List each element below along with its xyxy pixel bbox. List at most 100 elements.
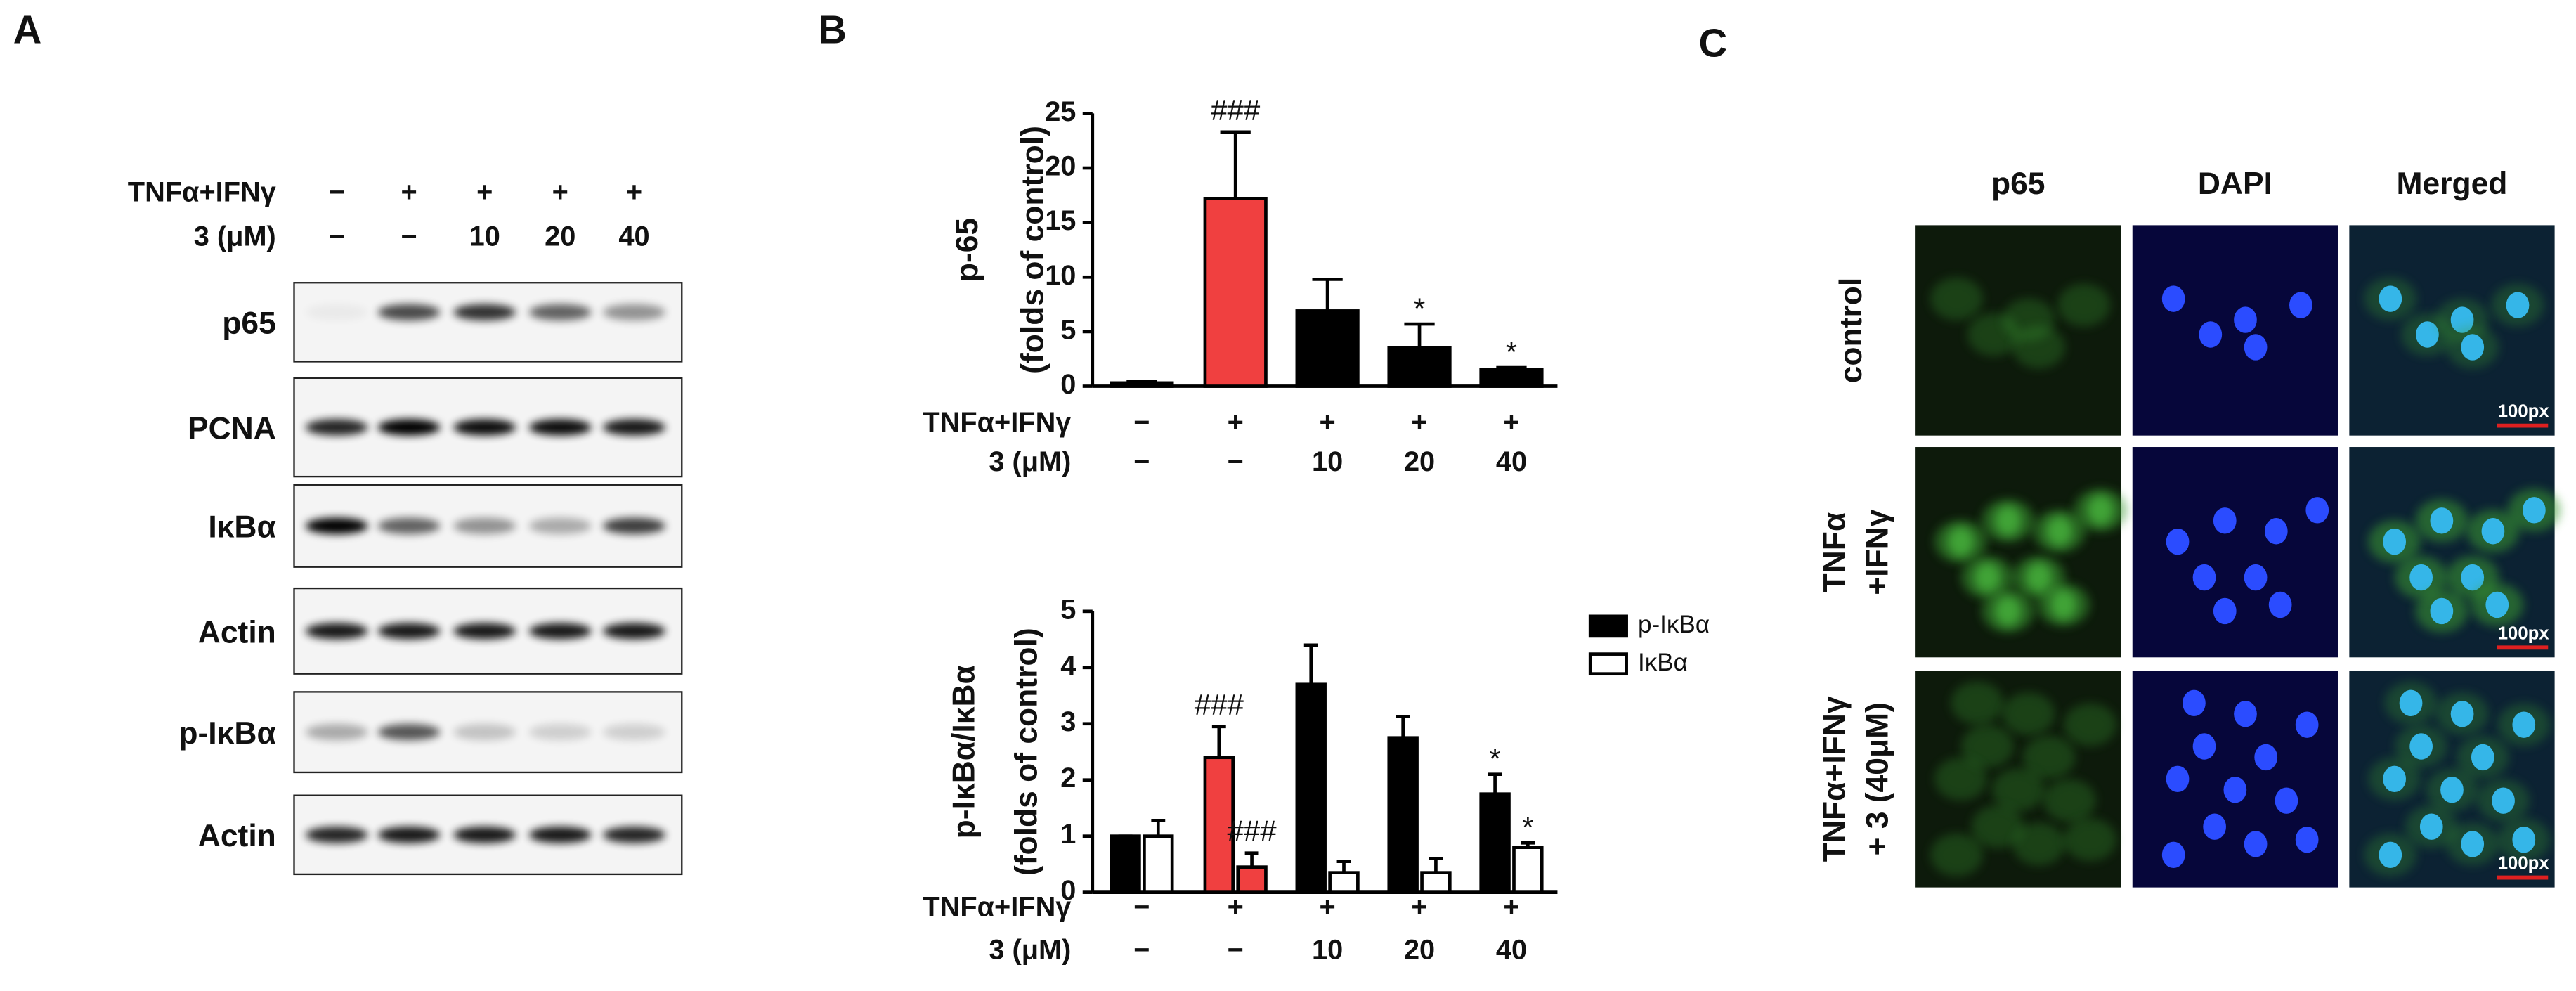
- nuclear-signal: [1947, 526, 1975, 557]
- cytoplasm: [2064, 703, 2116, 746]
- blot-row-label: PCNA: [188, 411, 276, 446]
- significance-mark: *: [1414, 292, 1425, 325]
- nucleus: [2430, 507, 2454, 534]
- x-tick-label: −: [1133, 934, 1150, 965]
- y-tick-label: 5: [1060, 314, 1076, 345]
- blot-row-label: IκBα: [208, 510, 275, 545]
- bar: [1387, 346, 1452, 388]
- nucleus: [2268, 591, 2292, 618]
- nuclear-signal: [2045, 516, 2073, 546]
- nucleus: [2166, 528, 2190, 555]
- x-tick-label: −: [1133, 446, 1150, 477]
- panel-label: A: [13, 8, 42, 52]
- panel-label: B: [818, 8, 847, 52]
- cytoplasm: [2057, 283, 2111, 327]
- blot-band: [528, 723, 592, 741]
- nucleus: [2492, 787, 2515, 814]
- y-tick-label: 2: [1060, 763, 1076, 794]
- row-label: TNFα: [1818, 512, 1852, 592]
- blot-strip: [293, 282, 683, 363]
- nucleus: [2161, 841, 2185, 869]
- nucleus: [2244, 831, 2268, 857]
- x-tick-label: −: [1228, 934, 1244, 965]
- nucleus: [2450, 701, 2474, 727]
- x-tick-label: +: [1503, 892, 1519, 923]
- nucleus: [2254, 744, 2278, 771]
- nucleus: [2512, 711, 2536, 738]
- blot-band: [603, 304, 665, 321]
- blot-row-label: p65: [222, 306, 276, 341]
- blot-band: [377, 419, 441, 436]
- nucleus: [2416, 321, 2439, 348]
- blot-band: [528, 623, 592, 640]
- blot-band: [528, 304, 592, 321]
- blot-band: [305, 623, 368, 640]
- y-tick-label: 15: [1045, 205, 1076, 236]
- treatment-label: TNFα+IFNγ: [128, 176, 276, 207]
- row-label: +IFNγ: [1860, 509, 1894, 595]
- blot-band: [453, 623, 516, 640]
- blot-panel: TNFα+IFNγ − + + + +3 (μM) − − 10 20 40 p65 PCNA IκBα A…: [128, 176, 683, 876]
- bar: [1203, 197, 1268, 388]
- x-tick-label: 10: [1312, 446, 1343, 477]
- nucleus: [2409, 564, 2433, 591]
- blot-row-label: p-IκBα: [178, 716, 275, 751]
- row-label: + 3 (40μM): [1860, 702, 1894, 855]
- microscopy-panel: p65 DAPI Merged 100px control 100px TNFα +IFNγ 1…: [1818, 167, 2561, 888]
- treatment-value: 10: [469, 221, 500, 252]
- nucleus: [2192, 733, 2216, 760]
- y-axis-label: (folds of control): [1016, 126, 1050, 374]
- blot-band: [453, 517, 516, 534]
- cytoplasm: [1960, 725, 2014, 768]
- legend-label: p-IκBα: [1638, 611, 1710, 638]
- nucleus: [2461, 564, 2485, 591]
- nuclear-signal: [2087, 495, 2114, 525]
- y-tick-label: 10: [1045, 260, 1076, 291]
- nucleus: [2461, 334, 2485, 361]
- x-tick-label: 10: [1312, 934, 1343, 965]
- significance-mark: ###: [1195, 688, 1244, 721]
- x-row-label: 3 (μM): [989, 446, 1071, 477]
- nucleus: [2234, 306, 2257, 333]
- bar: [1295, 682, 1327, 894]
- x-tick-label: −: [1228, 446, 1244, 477]
- legend-swatch: [1588, 652, 1628, 676]
- blot-band: [305, 827, 368, 843]
- cytoplasm: [1930, 277, 1983, 320]
- treatment-value: +: [401, 176, 417, 207]
- blot-band: [377, 827, 441, 843]
- nucleus: [2512, 827, 2536, 853]
- x-tick-label: +: [1228, 407, 1244, 438]
- treatment-value: +: [626, 176, 642, 207]
- y-tick-label: 3: [1060, 706, 1076, 737]
- nucleus: [2166, 765, 2190, 793]
- row-label: control: [1834, 278, 1868, 383]
- cytoplasm: [2022, 736, 2076, 779]
- bar: [1512, 846, 1544, 894]
- treatment-value: −: [329, 176, 345, 207]
- legend-label: IκBα: [1638, 649, 1688, 676]
- bar: [1420, 871, 1452, 894]
- blot-band: [305, 304, 368, 321]
- bar: [1328, 871, 1360, 894]
- row-label: TNFα+IFNγ: [1818, 696, 1852, 862]
- x-tick-label: +: [1320, 892, 1336, 923]
- y-tick-label: 4: [1060, 650, 1076, 681]
- nucleus: [2213, 507, 2237, 534]
- y-tick-label: 1: [1060, 819, 1076, 850]
- nucleus: [2264, 518, 2288, 545]
- treatment-label: 3 (μM): [194, 221, 276, 252]
- micrograph: [2132, 225, 2338, 436]
- cytoplasm: [2064, 818, 2116, 862]
- bar: [1479, 368, 1544, 388]
- blot-band: [603, 827, 665, 843]
- bar: [1143, 834, 1174, 894]
- blot-band: [453, 723, 516, 741]
- blot-band: [603, 623, 665, 640]
- nuclear-signal: [1994, 505, 2022, 536]
- nucleus: [2485, 591, 2509, 618]
- nucleus: [2383, 528, 2407, 555]
- cytoplasm: [1951, 681, 2004, 725]
- scale-bar-label: 100px: [2498, 402, 2550, 422]
